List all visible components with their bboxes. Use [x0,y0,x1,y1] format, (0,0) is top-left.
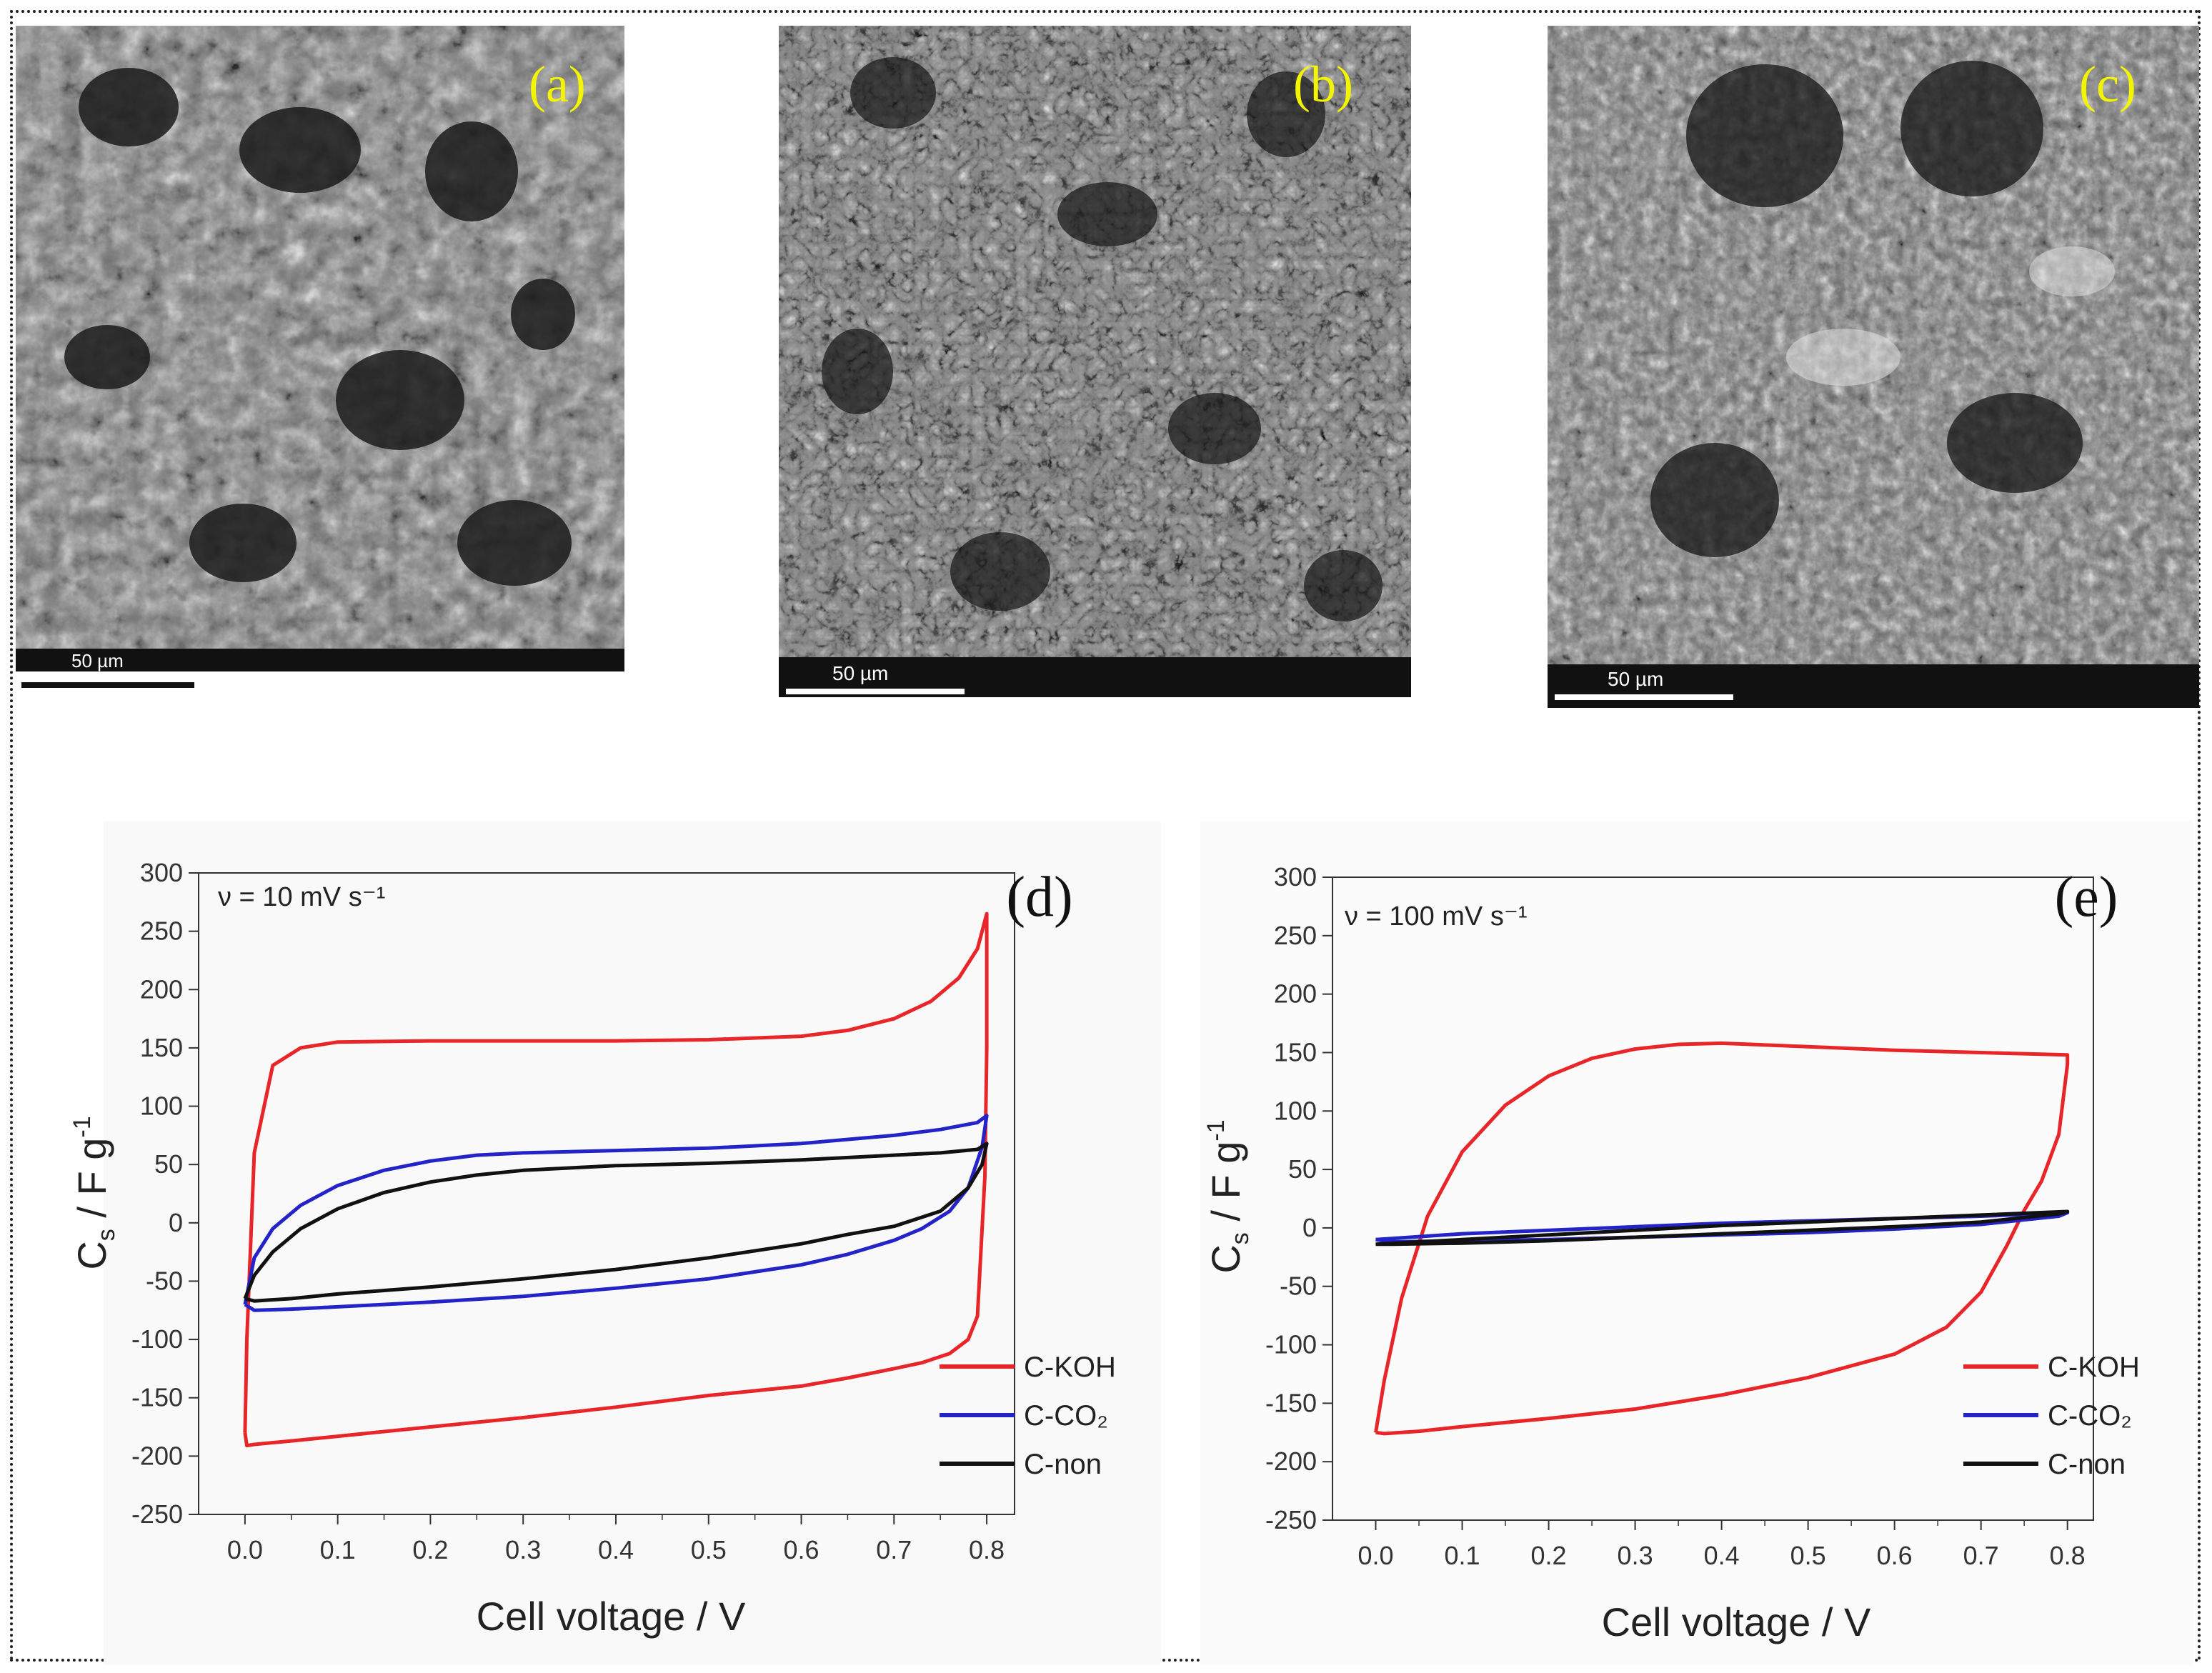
chart-d-ytick-label: -150 [131,1383,183,1412]
chart-e-xtick-label: 0.3 [1618,1541,1653,1570]
chart-e-lines [1374,1041,2070,1436]
scale-bar-a-label: 50 µm [71,650,124,671]
chart-e-ylabel-main: C [1203,1244,1248,1273]
sem-image-b: 50 µm (b) [779,26,1411,697]
chart-d-ylabel: Cs / F g-1 [69,1116,120,1269]
chart-d-xtick-label: 0.2 [412,1535,448,1564]
chart-d-xtick-label: 0.8 [969,1535,1005,1564]
chart-e-plot-area [1332,877,2094,1521]
chart-e-panel-label: (e) [2055,866,2118,929]
chart-d-legend-label: C-non [1024,1449,1102,1480]
chart-d-ytick-label: 200 [140,974,183,1004]
chart-e-ylabel-rest: / F g [1203,1142,1248,1233]
chart-e-legend-label: C-CO₂ [2048,1400,2132,1432]
chart-d-plot-area [198,872,1015,1515]
chart-d-series-ckoh [243,912,989,1448]
panel-label-b: (b) [1293,56,1353,113]
chart-d-ytick-label: 250 [140,917,183,946]
chart-d-annotation: ν = 10 mV s⁻¹ [218,882,385,912]
chart-d-panel-label: (d) [1006,866,1072,929]
chart-d-background [104,821,1161,1664]
chart-e-ylabel-sub: s [1227,1232,1254,1244]
chart-e-series-cnon [1375,1209,2070,1247]
chart-d-ytick-label: -100 [131,1324,183,1354]
chart-e-xtick-label: 0.4 [1704,1541,1740,1570]
chart-e-xtick-label: 0.5 [1790,1541,1826,1570]
chart-d-xtick-label: 0.4 [598,1535,634,1564]
chart-d-xtick-label: 0.5 [691,1535,727,1564]
chart-d-lines [243,912,989,1448]
chart-e-annotation: ν = 100 mV s⁻¹ [1345,902,1528,932]
chart-e-xtick-label: 0.8 [2050,1541,2086,1570]
chart-d-ylabel-main: C [69,1241,114,1269]
chart-e-xtick-label: 0.6 [1877,1541,1913,1570]
chart-e-xtick-label: 0.2 [1531,1541,1567,1570]
chart-d-ylabel-rest: / F g [69,1138,114,1229]
chart-e-legend-label: C-non [2048,1449,2126,1480]
chart-e-ylabel: Cs / F g-1 [1202,1119,1254,1273]
chart-d-series-cnon [243,1142,989,1303]
chart-d-ytick-label: -50 [146,1266,183,1295]
chart-e-ytick-label: 200 [1274,979,1317,1009]
chart-e-ytick-label: 0 [1302,1213,1317,1242]
panel-label-c: (c) [2079,56,2136,113]
chart-e-xlabel: Cell voltage / V [1602,1599,1871,1644]
chart-e-ytick-label: 100 [1274,1096,1317,1125]
chart-e-background [1200,821,2193,1664]
sem-image-a: 50 µm (a) [16,26,624,688]
chart-d-series-cco [243,1114,989,1312]
chart-d-xtick-label: 0.3 [505,1535,541,1564]
chart-d-ticks: 0.0 0.1 0.2 0.3 0.4 0.5 0.6 0.7 0.8 300 250 200 150 1… [131,858,1005,1564]
chart-d-legend-label: C-KOH [1024,1352,1116,1383]
chart-e-ytick-label: -150 [1265,1388,1317,1417]
chart-d-ytick-label: -200 [131,1441,183,1470]
chart-e-legend-label: C-KOH [2048,1352,2140,1383]
chart-e-axes [1332,877,2094,1521]
chart-e-xtick-label: 0.0 [1357,1541,1393,1570]
chart-e-ytick-label: -250 [1265,1505,1317,1534]
chart-d-ytick-label: 50 [154,1149,183,1179]
chart-d-xtick-label: 0.7 [876,1535,912,1564]
chart-e: 0.0 0.1 0.2 0.3 0.4 0.5 0.6 0.7 0.8 300 250 200 150 1… [1200,821,2193,1664]
chart-d-ytick-label: 300 [140,858,183,887]
chart-e-ylabel-sup: -1 [1202,1119,1230,1141]
chart-e-series-ckoh [1374,1041,2070,1436]
scale-bar-c-label: 50 µm [1608,668,1663,690]
chart-d-legend: C-KOH C-CO₂ C-non [940,1352,1116,1480]
chart-d-axes [198,872,1015,1515]
chart-e-xtick-label: 0.7 [1963,1541,1999,1570]
sem-image-c: 50 µm (c) [1548,26,2199,708]
chart-d-ytick-label: 100 [140,1092,183,1121]
chart-d-xlabel: Cell voltage / V [477,1594,746,1639]
chart-d-ylabel-sup: -1 [69,1116,96,1137]
chart-e-ytick-label: -200 [1265,1447,1317,1476]
chart-e-legend: C-KOH C-CO₂ C-non [1963,1352,2140,1480]
chart-d-ytick-label: 0 [169,1208,183,1237]
chart-d: 0.0 0.1 0.2 0.3 0.4 0.5 0.6 0.7 0.8 300 250 200 150 1… [69,821,1161,1664]
chart-e-ytick-label: -100 [1265,1330,1317,1359]
chart-e-xtick-label: 0.1 [1445,1541,1480,1570]
scale-bar-b-label: 50 µm [832,662,888,684]
panel-label-a: (a) [529,56,586,113]
chart-d-ylabel-sub: s [93,1229,120,1241]
chart-e-ytick-label: 300 [1274,862,1317,892]
chart-d-xtick-label: 0.1 [320,1535,356,1564]
chart-d-legend-label: C-CO₂ [1024,1400,1108,1432]
chart-e-ytick-label: 50 [1288,1154,1317,1184]
chart-e-ytick-label: 150 [1274,1037,1317,1067]
chart-d-xtick-label: 0.0 [227,1535,263,1564]
chart-e-ytick-label: -50 [1280,1272,1317,1301]
chart-d-ytick-label: 150 [140,1033,183,1062]
chart-d-xtick-label: 0.6 [783,1535,819,1564]
chart-e-ytick-label: 250 [1274,921,1317,950]
chart-d-ytick-label: -250 [131,1499,183,1529]
chart-e-ticks: 0.0 0.1 0.2 0.3 0.4 0.5 0.6 0.7 0.8 300 250 200 150 1… [1265,862,2086,1570]
